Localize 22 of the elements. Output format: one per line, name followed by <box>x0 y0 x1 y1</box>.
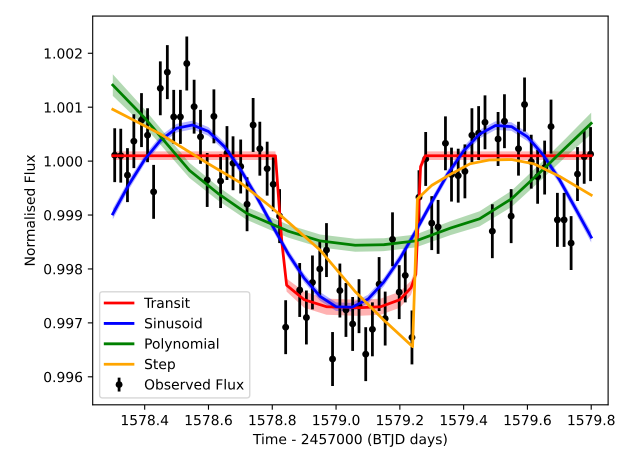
y-tick-label: 0.999 <box>44 210 82 221</box>
y-tick-label: 1.002 <box>44 48 82 59</box>
y-tick-label: 0.996 <box>44 372 82 382</box>
x-tick-label: 1578.6 <box>186 414 232 426</box>
x-tick-label: 1578.8 <box>249 414 296 426</box>
y-tick-label: 0.998 <box>44 264 82 274</box>
y-axis-title: Normalised Flux <box>24 154 35 266</box>
x-tick-label: 1579.6 <box>504 414 551 426</box>
x-axis-title: Time - 2457000 (BTJD days) <box>252 434 447 447</box>
x-tick-label: 1579.2 <box>377 414 423 426</box>
legend-label: Polynomial <box>145 338 218 352</box>
legend-label: Step <box>145 358 175 372</box>
x-tick-label: 1579.8 <box>568 414 615 426</box>
legend-label: Sinusoid <box>145 318 202 328</box>
x-tick-label: 1578.4 <box>122 414 168 426</box>
legend-label: Observed Flux <box>144 378 244 390</box>
x-tick-label: 1579.4 <box>440 414 488 426</box>
x-tick-label: 1579.0 <box>313 414 360 426</box>
y-tick-label: 1.001 <box>44 102 82 113</box>
y-tick-label: 1.000 <box>44 156 82 167</box>
y-tick-label: 0.997 <box>44 318 82 328</box>
legend-label: Transit <box>144 297 190 308</box>
